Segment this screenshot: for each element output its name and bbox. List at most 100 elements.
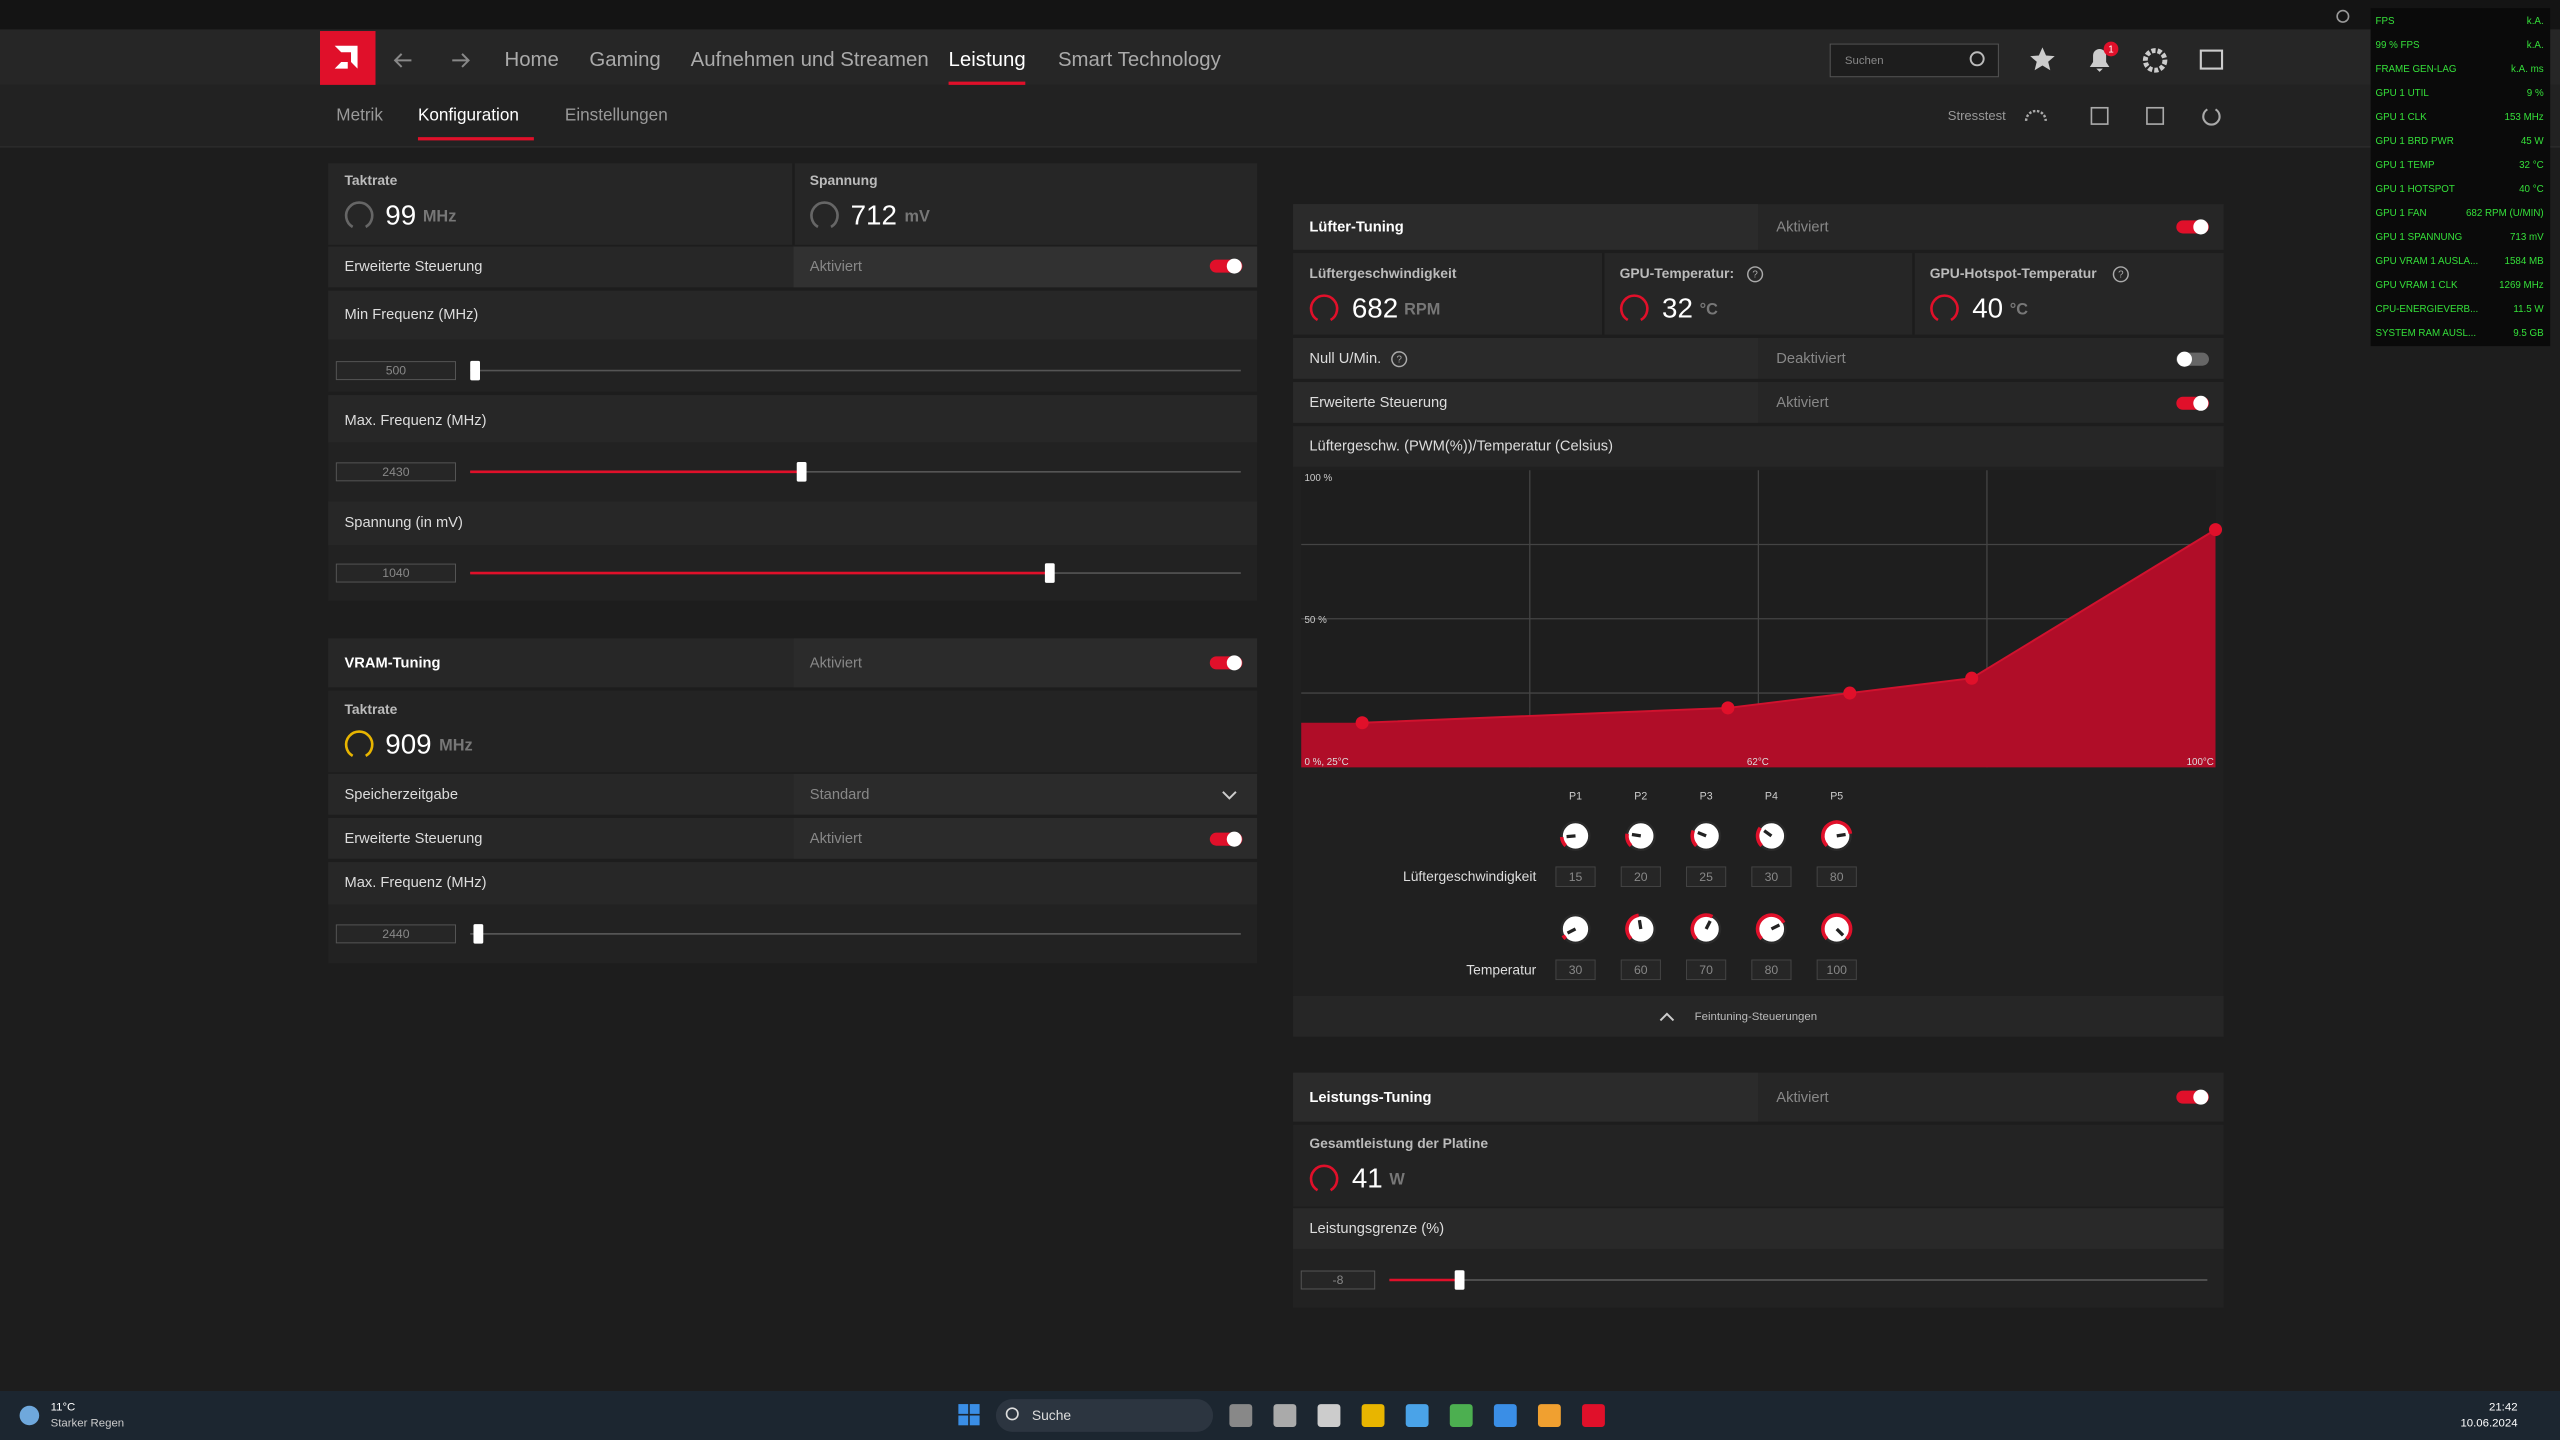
panel	[1293, 253, 2224, 335]
overlay-value: 1584 MB	[2505, 256, 2545, 267]
action-icon[interactable]	[2146, 106, 2165, 125]
overlay-label: GPU 1 SPANNUNG	[2376, 232, 2463, 243]
toggle-knob	[2193, 395, 2209, 411]
nav-item[interactable]: Gaming	[589, 49, 660, 71]
slider-thumb[interactable]	[473, 924, 484, 944]
taskbar-app[interactable]	[1361, 1404, 1385, 1427]
value-input[interactable]	[1686, 959, 1727, 981]
taskbar-search-text[interactable]: Suche	[1032, 1407, 1072, 1423]
point-value: 80	[1765, 963, 1779, 977]
taskbar-app[interactable]	[1493, 1404, 1517, 1427]
value-input[interactable]	[1555, 959, 1596, 981]
value-input[interactable]	[1620, 959, 1661, 981]
start-icon[interactable]	[958, 1404, 969, 1414]
metric-value: 32	[1662, 293, 1693, 324]
value-input[interactable]	[1300, 1270, 1376, 1290]
state-label: Aktiviert	[810, 831, 862, 847]
panel	[1293, 1072, 1759, 1122]
y-axis-label: 50 %	[1304, 615, 1327, 626]
curve-point[interactable]	[2208, 523, 2223, 537]
value-input[interactable]	[335, 361, 456, 381]
settings-icon[interactable]	[2142, 48, 2168, 73]
panel	[328, 773, 794, 815]
knob-pointer	[1566, 927, 1577, 935]
point-value: 80	[1830, 870, 1844, 884]
stresstest-label[interactable]: Stresstest	[1948, 108, 2006, 123]
panel	[1758, 204, 2224, 250]
taskbar-app[interactable]	[1582, 1404, 1605, 1427]
value-input[interactable]	[1620, 866, 1661, 888]
star-icon[interactable]	[2030, 47, 2055, 71]
knob-pointer	[1770, 923, 1781, 931]
panel	[793, 817, 1258, 859]
taskbar-app[interactable]	[1405, 1404, 1429, 1427]
search-placeholder[interactable]: Suchen	[1845, 55, 1884, 67]
value-input[interactable]	[335, 924, 456, 944]
label: Erweiterte Steuerung	[1309, 395, 1447, 411]
curve-point[interactable]	[1355, 716, 1369, 730]
gauge	[1309, 294, 1339, 322]
layout-icon[interactable]	[2199, 49, 2224, 70]
panel	[1293, 204, 1759, 250]
panel	[793, 773, 1258, 815]
dropdown-value[interactable]: Standard	[810, 787, 870, 803]
title-bar	[0, 0, 2560, 30]
slider-thumb[interactable]	[1044, 563, 1055, 583]
knob-arc	[1559, 836, 1568, 848]
value-input[interactable]	[1555, 866, 1596, 888]
slider-value: 1040	[382, 566, 409, 580]
point-value: 30	[1765, 870, 1779, 884]
forward-arrow[interactable]	[452, 53, 470, 68]
toggle-knob	[1226, 258, 1242, 274]
panel	[328, 395, 1258, 443]
start-icon[interactable]	[969, 1404, 980, 1414]
fine-tuning-toggle[interactable]: Feintuning-Steuerungen	[1695, 1011, 1817, 1023]
toggle-knob	[2176, 351, 2192, 367]
gauge	[810, 201, 839, 229]
taskbar-app[interactable]	[1273, 1404, 1297, 1427]
taskbar-search[interactable]	[995, 1399, 1214, 1432]
weather-temp: 11°C	[51, 1401, 76, 1413]
bell-icon[interactable]	[2089, 48, 2110, 72]
metric-value: 41	[1352, 1163, 1383, 1194]
value-input[interactable]	[1751, 866, 1792, 888]
taskbar-app[interactable]	[1229, 1404, 1253, 1427]
nav-item[interactable]: Smart Technology	[1058, 49, 1222, 71]
sub-nav-item[interactable]: Metrik	[336, 104, 383, 124]
value-input[interactable]	[1686, 866, 1727, 888]
value-input[interactable]	[335, 462, 456, 482]
point-value: 15	[1569, 870, 1583, 884]
taskbar-app[interactable]	[1317, 1404, 1341, 1427]
action-icon[interactable]	[2090, 106, 2109, 125]
curve-point[interactable]	[1965, 671, 1979, 685]
knob-arc	[1561, 934, 1568, 941]
start-icon[interactable]	[958, 1415, 969, 1426]
sub-nav-item[interactable]: Konfiguration	[418, 104, 519, 124]
reset-icon[interactable]	[2202, 108, 2221, 126]
taskbar-app[interactable]	[1449, 1404, 1473, 1427]
slider-thumb[interactable]	[470, 360, 480, 381]
panel	[793, 638, 1258, 688]
knob-pointer	[1631, 832, 1642, 838]
value-input[interactable]	[335, 563, 456, 583]
value-input[interactable]	[1751, 959, 1792, 981]
taskbar-app[interactable]	[1537, 1404, 1561, 1427]
nav-item[interactable]: Leistung	[949, 49, 1026, 71]
metric-unit: °C	[1700, 301, 1719, 319]
overlay-label: GPU 1 UTIL	[2376, 88, 2430, 99]
back-arrow[interactable]	[393, 53, 412, 68]
curve-point[interactable]	[1721, 701, 1735, 715]
value-input[interactable]	[1816, 959, 1857, 981]
label: Spannung	[810, 172, 878, 188]
overlay-value: 9 %	[2527, 88, 2544, 99]
nav-item[interactable]: Home	[504, 49, 558, 71]
sub-nav-item[interactable]: Einstellungen	[565, 104, 668, 124]
panel	[328, 638, 794, 688]
curve-point[interactable]	[1843, 686, 1857, 700]
amd-logo[interactable]	[320, 31, 376, 85]
nav-item[interactable]: Aufnehmen und Streamen	[691, 49, 929, 71]
start-icon[interactable]	[969, 1415, 980, 1426]
slider-thumb[interactable]	[796, 462, 807, 482]
slider-thumb[interactable]	[1454, 1270, 1465, 1290]
value-input[interactable]	[1816, 866, 1857, 888]
